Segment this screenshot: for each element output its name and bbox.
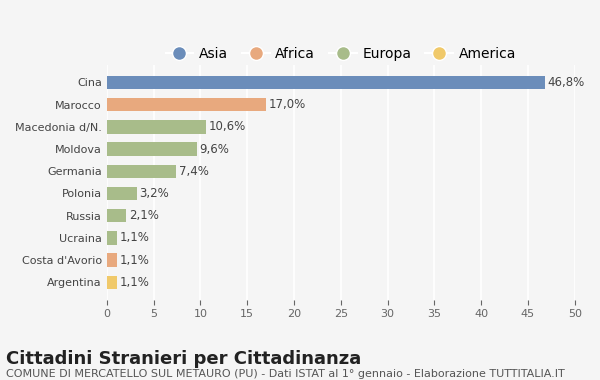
Text: 17,0%: 17,0% xyxy=(269,98,306,111)
Bar xyxy=(107,276,117,289)
Text: 46,8%: 46,8% xyxy=(548,76,585,89)
Bar xyxy=(107,231,117,245)
Bar xyxy=(107,98,266,111)
Bar xyxy=(107,120,206,133)
Text: 10,6%: 10,6% xyxy=(209,120,246,133)
Text: 9,6%: 9,6% xyxy=(199,142,229,155)
Text: 2,1%: 2,1% xyxy=(129,209,159,222)
Text: 3,2%: 3,2% xyxy=(139,187,169,200)
Text: COMUNE DI MERCATELLO SUL METAURO (PU) - Dati ISTAT al 1° gennaio - Elaborazione : COMUNE DI MERCATELLO SUL METAURO (PU) - … xyxy=(6,369,565,378)
Bar xyxy=(107,187,137,200)
Text: Cittadini Stranieri per Cittadinanza: Cittadini Stranieri per Cittadinanza xyxy=(6,350,361,367)
Text: 1,1%: 1,1% xyxy=(120,231,150,244)
Bar xyxy=(107,76,545,89)
Text: 1,1%: 1,1% xyxy=(120,276,150,289)
Text: 1,1%: 1,1% xyxy=(120,253,150,267)
Bar xyxy=(107,142,197,156)
Bar xyxy=(107,165,176,178)
Legend: Asia, Africa, Europa, America: Asia, Africa, Europa, America xyxy=(160,41,521,66)
Bar xyxy=(107,209,127,222)
Bar xyxy=(107,253,117,267)
Text: 7,4%: 7,4% xyxy=(179,165,209,178)
